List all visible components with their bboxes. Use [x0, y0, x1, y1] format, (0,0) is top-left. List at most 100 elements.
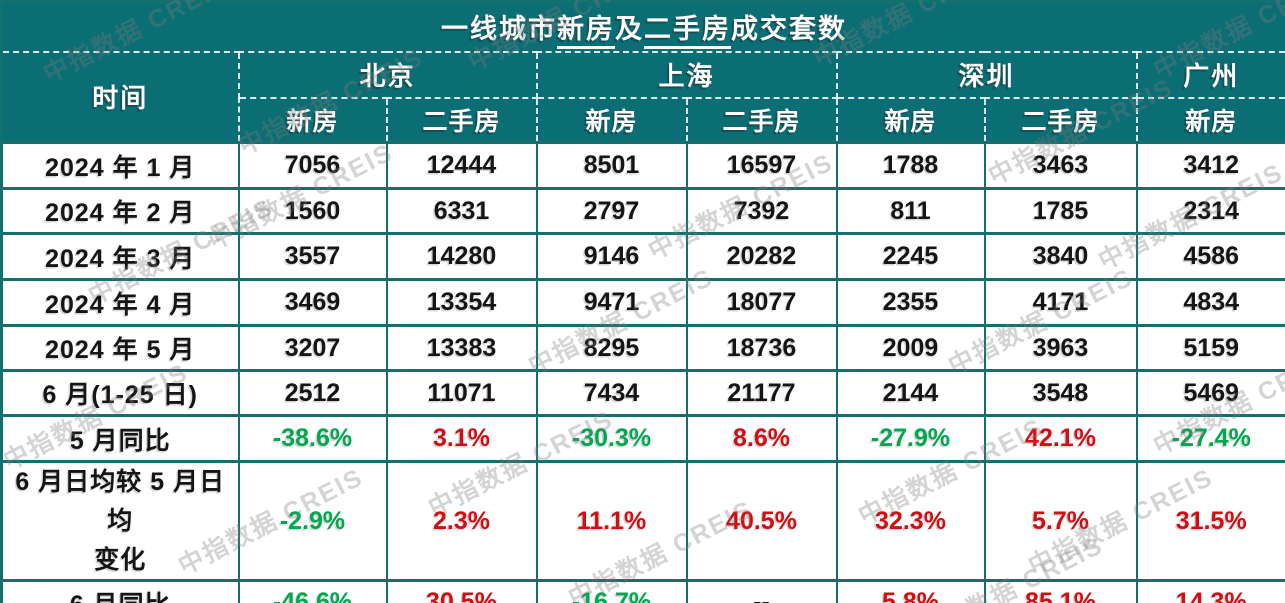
- value-cell: 2245: [835, 232, 986, 281]
- value-cell: 7434: [535, 369, 688, 417]
- value-cell: 8.6%: [685, 414, 838, 463]
- value-cell: 14.3%: [1135, 579, 1285, 603]
- page-title: 一线城市新房及二手房成交套数: [1, 1, 1285, 53]
- value-cell: 4171: [983, 278, 1138, 327]
- value-cell: 8295: [535, 324, 688, 372]
- subheader-guangzhou-new: 新房: [1135, 96, 1285, 144]
- row-label: 5 月同比: [0, 414, 240, 463]
- value-cell: 85.1%: [983, 579, 1138, 603]
- row-label: 2024 年 2 月: [0, 187, 240, 235]
- value-cell: 6331: [385, 187, 538, 235]
- subheader-shanghai-resale: 二手房: [685, 96, 838, 144]
- value-cell: 2797: [535, 187, 688, 235]
- title-text: 成交套数: [731, 14, 847, 45]
- table-row: 6 月同比-46.6%30.5%-16.7%--5.8%85.1%14.3%: [0, 579, 1285, 603]
- city-header-guangzhou: 广州: [1135, 50, 1285, 99]
- value-cell: 5469: [1135, 369, 1285, 417]
- subheader-shenzhen-new: 新房: [835, 96, 986, 144]
- value-cell: -38.6%: [237, 414, 388, 463]
- row-label: 2024 年 3 月: [0, 232, 240, 281]
- time-column-header: 时间: [0, 50, 240, 144]
- row-label: 2024 年 5 月: [0, 324, 240, 372]
- value-cell: 13383: [385, 324, 538, 372]
- value-cell: 2.3%: [385, 459, 538, 583]
- row-label: 6 月同比: [0, 579, 240, 603]
- table-row: 2024 年 4 月 3469 13354 9471 18077 2355 4171 4834: [0, 278, 1285, 327]
- value-cell: --: [685, 579, 838, 603]
- title-row: 一线城市新房及二手房成交套数: [1, 1, 1285, 53]
- value-cell: -46.6%: [237, 579, 388, 603]
- row-label: 2024 年 1 月: [0, 141, 240, 190]
- value-cell: 16597: [685, 141, 838, 190]
- value-cell: 18736: [685, 324, 838, 372]
- value-cell: 3.1%: [385, 414, 538, 463]
- city-header-row: 时间 北京 上海 深圳 广州: [0, 50, 1285, 144]
- value-cell: 5159: [1135, 324, 1285, 372]
- value-cell: 40.5%: [685, 459, 838, 583]
- value-cell: 11.1%: [535, 459, 688, 583]
- subheader-shenzhen-resale: 二手房: [983, 96, 1138, 144]
- value-cell: 4834: [1135, 278, 1285, 327]
- value-cell: 18077: [685, 278, 838, 327]
- table-row: 5 月同比 -38.6% 3.1% -30.3% 8.6% -27.9% 42.1% -27.…: [0, 414, 1285, 463]
- table-row: 6 月(1-25 日) 2512 11071 7434 21177 2144 3548 546…: [0, 369, 1285, 417]
- table-row: 2024 年 5 月 3207 13383 8295 18736 2009 3963 5159: [0, 324, 1285, 372]
- value-cell: 9146: [535, 232, 688, 281]
- value-cell: 1785: [983, 187, 1138, 235]
- subheader-row: 新房 二手房 新房 二手房 新房 二手房 新房: [2, 96, 1285, 144]
- value-cell: 32.3%: [835, 459, 986, 583]
- value-cell: 30.5%: [385, 579, 538, 603]
- value-cell: 1788: [835, 141, 986, 190]
- table-row: 2024 年 2 月 1560 6331 2797 7392 811 1785 2314: [0, 187, 1285, 235]
- value-cell: 1560: [237, 187, 388, 235]
- value-cell: 11071: [385, 369, 538, 417]
- subheader-shanghai-new: 新房: [535, 96, 688, 144]
- value-cell: 42.1%: [983, 414, 1138, 463]
- row-label: 6 月(1-25 日): [0, 369, 240, 417]
- table-row: 6 月日均较 5 月日均 变化 -2.9% 2.3% 11.1% 40.5% 32.3% 5.…: [0, 459, 1285, 583]
- title-text: 一线城市: [441, 14, 557, 45]
- row-label: 2024 年 4 月: [0, 278, 240, 327]
- value-cell: 3963: [983, 324, 1138, 372]
- title-underlined-new-homes: 新房: [557, 14, 615, 50]
- city-header-beijing: 北京: [237, 50, 538, 99]
- value-cell: -30.3%: [535, 414, 688, 463]
- value-cell: -27.9%: [835, 414, 986, 463]
- city-header-shenzhen: 深圳: [835, 50, 1138, 99]
- title-underlined-resale-homes: 二手房: [644, 14, 731, 50]
- value-cell: 7056: [237, 141, 388, 190]
- value-cell: -16.7%: [535, 579, 688, 603]
- value-cell: -2.9%: [237, 459, 388, 583]
- subheader-beijing-new: 新房: [237, 96, 388, 144]
- value-cell: 3412: [1135, 141, 1285, 190]
- subheader-beijing-resale: 二手房: [385, 96, 538, 144]
- value-cell: 3840: [983, 232, 1138, 281]
- row-label-line: 变化: [94, 545, 147, 574]
- table-row: 2024 年 1 月 7056 12444 8501 16597 1788 3463 3412: [0, 141, 1285, 190]
- value-cell: 2144: [835, 369, 986, 417]
- value-cell: 3548: [983, 369, 1138, 417]
- title-text: 及: [615, 14, 644, 45]
- value-cell: 5.7%: [983, 459, 1138, 583]
- value-cell: 2009: [835, 324, 986, 372]
- value-cell: 7392: [685, 187, 838, 235]
- value-cell: 3469: [237, 278, 388, 327]
- value-cell: 2512: [237, 369, 388, 417]
- value-cell: 3557: [237, 232, 388, 281]
- value-cell: 5.8%: [835, 579, 986, 603]
- value-cell: 21177: [685, 369, 838, 417]
- value-cell: 2314: [1135, 187, 1285, 235]
- row-label: 6 月日均较 5 月日均变化: [0, 459, 240, 583]
- value-cell: 3463: [983, 141, 1138, 190]
- value-cell: 811: [835, 187, 986, 235]
- value-cell: 4586: [1135, 232, 1285, 281]
- value-cell: 31.5%: [1135, 459, 1285, 583]
- row-label-line: 6 月日均较 5 月日均: [15, 468, 226, 535]
- value-cell: 13354: [385, 278, 538, 327]
- value-cell: -27.4%: [1135, 414, 1285, 463]
- value-cell: 3207: [237, 324, 388, 372]
- value-cell: 8501: [535, 141, 688, 190]
- value-cell: 9471: [535, 278, 688, 327]
